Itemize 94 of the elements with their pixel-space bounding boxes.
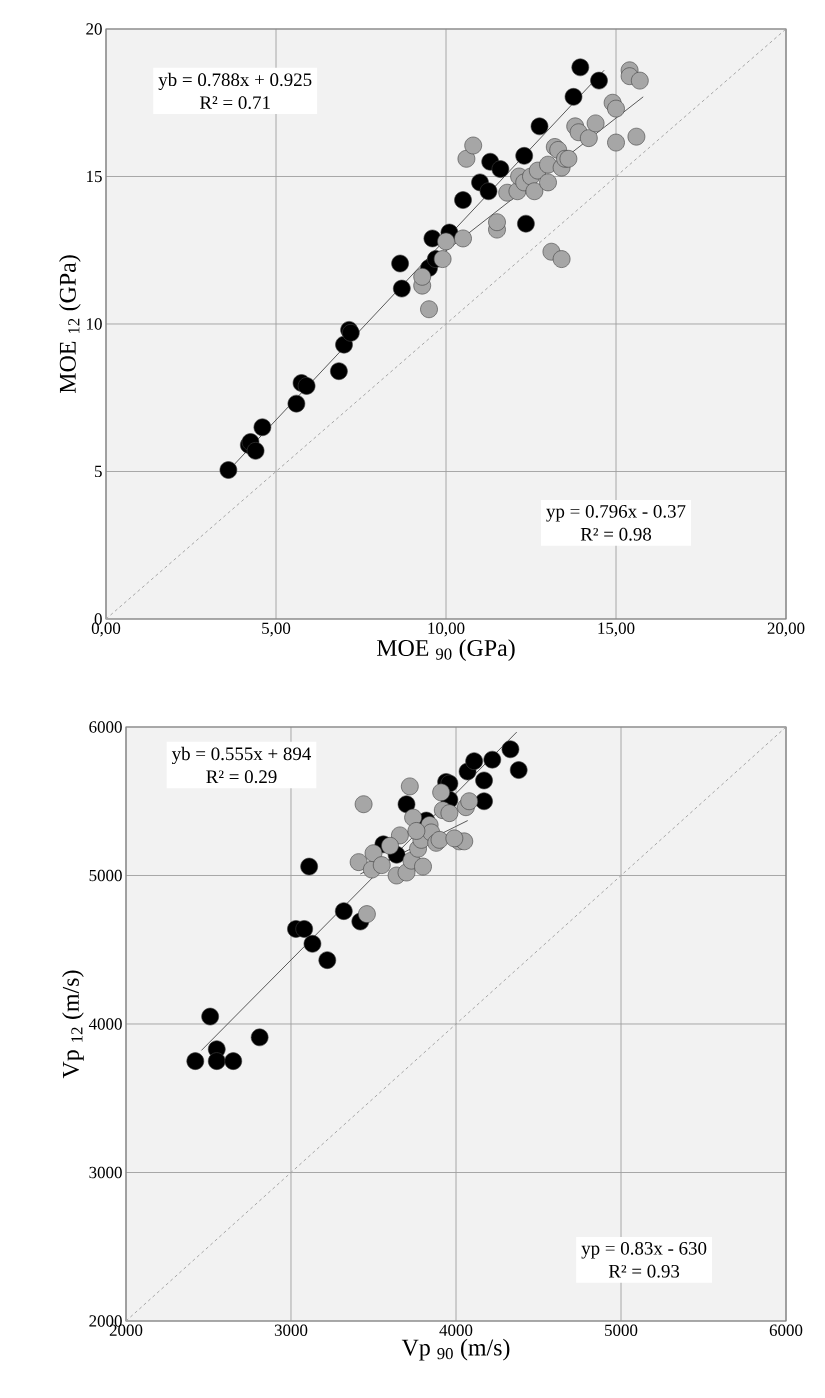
y-tick-label: 5000 <box>89 869 122 882</box>
annotation: yp = 0.796x - 0.37 <box>546 504 686 522</box>
point <box>335 902 353 920</box>
point <box>552 250 571 268</box>
point <box>287 394 306 413</box>
annotation: yb = 0.788x + 0.925 <box>158 72 312 90</box>
point <box>479 182 498 201</box>
point <box>397 795 416 814</box>
x-tick-label: 15,00 <box>598 622 635 637</box>
x-tick-label: 3000 <box>274 1324 308 1336</box>
point <box>483 750 502 769</box>
point <box>433 250 452 268</box>
point <box>580 129 598 147</box>
point <box>465 752 483 770</box>
point <box>401 777 419 796</box>
point <box>475 771 493 790</box>
annotation: yp = 0.83x - 630 <box>581 1241 707 1259</box>
point <box>318 951 337 969</box>
point <box>475 792 493 811</box>
point <box>564 88 583 106</box>
point <box>219 461 238 479</box>
point <box>393 279 411 298</box>
x-tick-label: 5,00 <box>262 622 291 637</box>
y-tick-label: 15 <box>87 170 102 183</box>
x-tick-label: 10,00 <box>428 622 465 637</box>
point <box>607 99 625 118</box>
point <box>407 822 426 840</box>
y-axis-title: MOE $_{12}$ (GPa) <box>59 255 81 394</box>
annotation: R² = 0.93 <box>608 1264 680 1278</box>
point <box>303 935 322 953</box>
point <box>201 1007 219 1026</box>
x-axis-title: Vp $_{90}$ (m/s) <box>401 1338 510 1361</box>
point <box>300 857 318 876</box>
point <box>515 147 534 165</box>
point <box>517 214 535 233</box>
point <box>488 213 506 232</box>
point <box>457 149 476 168</box>
point <box>330 362 348 380</box>
x-tick-label: 20,00 <box>767 622 805 637</box>
point <box>464 136 482 155</box>
point <box>627 127 646 146</box>
point <box>372 856 391 874</box>
annotation: R² = 0.71 <box>199 96 270 110</box>
x-tick-label: 6000 <box>769 1324 803 1336</box>
point <box>295 920 313 938</box>
point <box>530 117 549 136</box>
point <box>391 254 409 273</box>
point <box>420 300 438 319</box>
point <box>445 829 464 848</box>
point <box>186 1052 205 1070</box>
point <box>364 844 383 863</box>
point <box>559 149 578 168</box>
point <box>246 442 265 460</box>
y-tick-label: 20 <box>86 23 102 35</box>
y-tick-label: 6000 <box>89 721 122 733</box>
point <box>224 1052 243 1070</box>
point <box>430 831 449 849</box>
x-tick-label: 4000 <box>439 1324 473 1336</box>
annotation: R² = 0.29 <box>206 770 277 784</box>
point <box>437 232 455 251</box>
point <box>253 418 272 437</box>
point <box>525 182 544 201</box>
point <box>539 173 557 192</box>
y-tick-label: 5 <box>95 465 102 478</box>
point <box>207 1052 226 1070</box>
point <box>607 133 625 152</box>
point <box>414 857 432 876</box>
point <box>454 229 472 248</box>
y-axis-title: Vp $_{12}$ (m/s) <box>62 970 84 1079</box>
point <box>509 761 528 779</box>
point <box>590 71 608 90</box>
point <box>250 1028 269 1047</box>
point <box>631 71 649 90</box>
x-tick-label: 5000 <box>605 1324 638 1336</box>
y-tick-label: 4000 <box>88 1018 122 1030</box>
point <box>460 792 478 811</box>
point <box>297 377 316 395</box>
x-axis-title: MOE $_{90}$ (GPa) <box>376 639 515 661</box>
point <box>501 740 520 759</box>
y-tick-label: 10 <box>87 318 102 330</box>
annotation: R² = 0.98 <box>580 527 652 541</box>
point <box>354 795 373 814</box>
point <box>349 853 368 871</box>
y-tick-label: 3000 <box>89 1166 122 1179</box>
annotation: yb = 0.555x + 894 <box>171 746 312 765</box>
point <box>432 783 450 802</box>
point <box>454 191 472 209</box>
point <box>571 58 590 77</box>
point <box>586 114 605 133</box>
point <box>491 160 510 178</box>
point <box>381 837 399 855</box>
point <box>358 905 376 923</box>
point <box>440 804 459 822</box>
point <box>413 267 431 286</box>
